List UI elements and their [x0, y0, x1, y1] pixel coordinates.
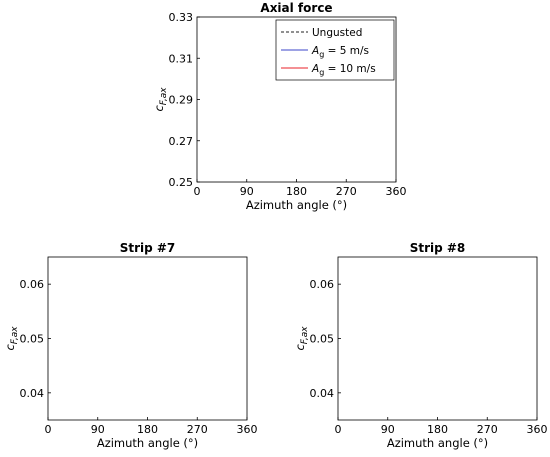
- strip-7-xtick-label: 90: [91, 423, 105, 436]
- axial-force-ytick-label: 0.29: [169, 94, 194, 107]
- axial-force-xtick-label: 270: [336, 185, 357, 198]
- strip-7-xtick-label: 360: [237, 423, 258, 436]
- strip-8-xtick-label: 0: [335, 423, 342, 436]
- legend-label-ag10: Ag = 10 m/s: [311, 63, 376, 77]
- axial-force-ytick-label: 0.25: [169, 176, 194, 189]
- axial-force-plot: 0 90 180 270 360 0.25 0.27 0.29 0.31 0.33 Axial fo…: [152, 1, 407, 212]
- axial-force-xtick-label: 90: [240, 185, 254, 198]
- strip-8-xtick-label: 180: [427, 423, 448, 436]
- strip-7-title: Strip #7: [120, 241, 176, 255]
- legend-label-ungusted: Ungusted: [312, 27, 362, 39]
- axial-force-ylabel: cF,ax: [152, 87, 169, 112]
- axial-force-ytick-label: 0.33: [169, 11, 194, 24]
- strip-8-ytick-label: 0.05: [310, 333, 335, 346]
- strip-8-plot: 0 90 180 270 360 0.04 0.05 0.06 Strip #8 Azimuth …: [293, 241, 548, 450]
- strip-8-ylabel: cF,ax: [293, 326, 310, 351]
- axial-force-ytick-label: 0.27: [169, 135, 194, 148]
- axial-force-title: Axial force: [260, 1, 332, 15]
- strip-7-xlabel: Azimuth angle (°): [97, 436, 198, 450]
- strip-7-axes-box: [47, 256, 248, 421]
- strip-7-ylabel: cF,ax: [3, 326, 20, 351]
- strip-8-ytick-label: 0.04: [310, 387, 335, 400]
- strip-8-xtick-label: 270: [477, 423, 498, 436]
- axial-force-xtick-label: 360: [386, 185, 407, 198]
- legend-label-ag5: Ag = 5 m/s: [311, 45, 369, 59]
- legend: Ungusted Ag = 5 m/s Ag = 10 m/s: [275, 19, 395, 81]
- strip-7-xtick-label: 270: [187, 423, 208, 436]
- strip-7-ytick-label: 0.04: [20, 387, 45, 400]
- strip-8-ytick-label: 0.06: [310, 278, 335, 291]
- strip-8-xtick-label: 90: [381, 423, 395, 436]
- strip-7-ytick-label: 0.06: [20, 278, 45, 291]
- strip-7-xtick-label: 0: [45, 423, 52, 436]
- axial-force-ytick-label: 0.31: [169, 52, 194, 65]
- strip-8-title: Strip #8: [410, 241, 466, 255]
- axial-force-xlabel: Azimuth angle (°): [246, 198, 347, 212]
- axial-force-xtick-label: 180: [286, 185, 307, 198]
- strip-8-axes-box: [337, 256, 538, 421]
- strip-7-ytick-label: 0.05: [20, 333, 45, 346]
- strip-8-xtick-label: 360: [527, 423, 548, 436]
- axial-force-xtick-label: 0: [194, 185, 201, 198]
- strip-8-xlabel: Azimuth angle (°): [387, 436, 488, 450]
- strip-7-xtick-label: 180: [137, 423, 158, 436]
- strip-7-plot: 0 90 180 270 360 0.04 0.05 0.06 Strip #7 Azimuth …: [3, 241, 258, 450]
